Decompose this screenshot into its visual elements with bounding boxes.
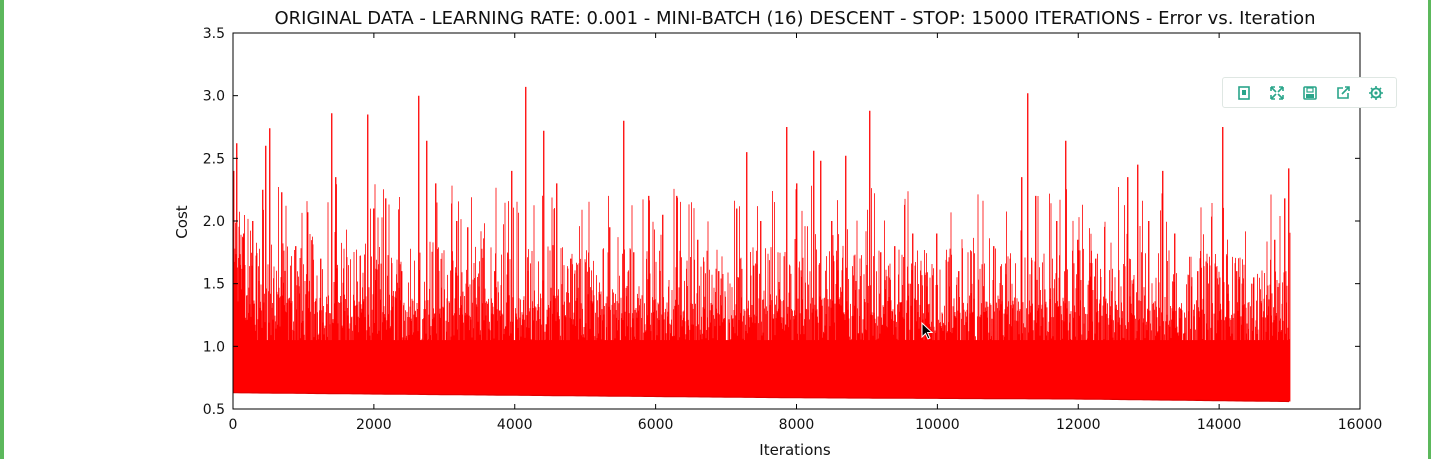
x-tick-label: 8000	[779, 417, 815, 433]
y-tick-label: 2.5	[203, 151, 225, 167]
plot-toolbar	[1222, 77, 1397, 108]
frame-border-left	[0, 0, 4, 459]
series-floor-line	[233, 392, 1290, 403]
mouse-cursor-icon	[921, 322, 934, 340]
y-axis-label: Cost	[173, 205, 191, 238]
frame-border-right	[1428, 0, 1431, 459]
x-axis-label: Iterations	[759, 441, 831, 459]
chart-title: ORIGINAL DATA - LEARNING RATE: 0.001 - M…	[275, 8, 1316, 29]
x-tick-label: 4000	[497, 417, 533, 433]
cost-series-line	[232, 86, 1291, 402]
export-icon	[1336, 85, 1350, 99]
settings-button[interactable]	[1365, 82, 1387, 104]
save-icon	[1302, 85, 1317, 100]
export-button[interactable]	[1332, 82, 1354, 104]
y-tick-label: 3.0	[203, 89, 225, 105]
y-tick-label: 1.0	[203, 339, 225, 355]
settings-icon	[1368, 85, 1383, 100]
y-tick-label: 3.5	[203, 26, 225, 42]
x-tick-label: 14000	[1197, 417, 1242, 433]
expand-icon	[1269, 85, 1284, 100]
bookmark-icon	[1237, 85, 1250, 100]
x-tick-label: 0	[229, 417, 238, 433]
bookmark-button[interactable]	[1233, 82, 1255, 104]
x-tick-label: 6000	[638, 417, 674, 433]
y-tick-label: 2.0	[203, 214, 225, 230]
expand-button[interactable]	[1266, 82, 1288, 104]
y-tick-label: 0.5	[203, 402, 225, 418]
save-button[interactable]	[1299, 82, 1321, 104]
x-tick-label: 16000	[1338, 417, 1383, 433]
x-tick-label: 12000	[1056, 417, 1101, 433]
y-tick-label: 1.5	[203, 277, 225, 293]
x-tick-label: 2000	[356, 417, 392, 433]
x-tick-label: 10000	[915, 417, 960, 433]
